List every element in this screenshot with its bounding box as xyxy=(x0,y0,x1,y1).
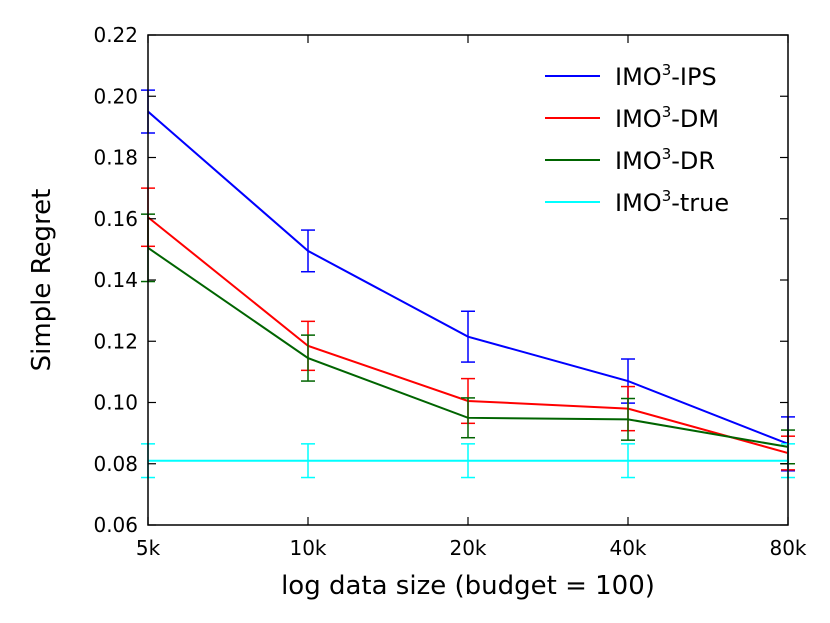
legend-entry: IMO3-IPS xyxy=(545,61,717,91)
y-tick-label: 0.12 xyxy=(93,329,138,353)
y-tick-label: 0.16 xyxy=(93,207,138,231)
x-tick-label: 10k xyxy=(289,536,326,560)
error-bar xyxy=(301,229,315,273)
legend-label: IMO3-IPS xyxy=(615,61,717,91)
y-tick-label: 0.10 xyxy=(93,391,138,415)
legend-label-base: IMO xyxy=(615,63,662,91)
legend-label-suffix: -IPS xyxy=(671,63,716,91)
y-axis-title: Simple Regret xyxy=(27,189,57,372)
legend-label-superscript: 3 xyxy=(662,103,672,121)
error-bar xyxy=(301,334,315,382)
y-tick-label: 0.14 xyxy=(93,268,138,292)
error-bar xyxy=(461,443,475,479)
legend-label: IMO3-DR xyxy=(615,145,715,175)
legend-entry: IMO3-DR xyxy=(545,145,715,175)
x-axis-title: log data size (budget = 100) xyxy=(281,571,655,601)
x-tick-label: 20k xyxy=(449,536,486,560)
error-bar xyxy=(621,397,635,441)
legend-label-base: IMO xyxy=(615,189,662,217)
legend-label-superscript: 3 xyxy=(662,61,672,79)
legend-label-suffix: -DR xyxy=(671,147,715,175)
y-tick-label: 0.18 xyxy=(93,146,138,170)
error-bar xyxy=(461,310,475,363)
x-tick-label: 80k xyxy=(769,536,806,560)
legend-label-suffix: -DM xyxy=(671,105,719,133)
series-3 xyxy=(141,443,795,479)
y-tick-label: 0.06 xyxy=(93,513,138,537)
legend-label: IMO3-DM xyxy=(615,103,719,133)
x-tick-label: 40k xyxy=(609,536,646,560)
axis-layer: 0.06 0.08 0.10 0.12 0.14 0.16 0.18 0.20 0.22 5k 10… xyxy=(93,23,806,560)
legend-label-superscript: 3 xyxy=(662,187,672,205)
legend-label-base: IMO xyxy=(615,147,662,175)
error-bar xyxy=(301,443,315,479)
y-tick-label: 0.08 xyxy=(93,452,138,476)
legend-label: IMO3-true xyxy=(615,187,729,217)
y-tick-label: 0.22 xyxy=(93,23,138,47)
x-tick-label: 5k xyxy=(136,536,161,560)
legend-label-suffix: -true xyxy=(671,189,729,217)
y-tick-label: 0.20 xyxy=(93,84,138,108)
legend-entry: IMO3-DM xyxy=(545,103,719,133)
error-bar xyxy=(621,443,635,479)
legend-entry: IMO3-true xyxy=(545,187,729,217)
legend-label-base: IMO xyxy=(615,105,662,133)
error-bar xyxy=(461,397,475,439)
legend-label-superscript: 3 xyxy=(662,145,672,163)
